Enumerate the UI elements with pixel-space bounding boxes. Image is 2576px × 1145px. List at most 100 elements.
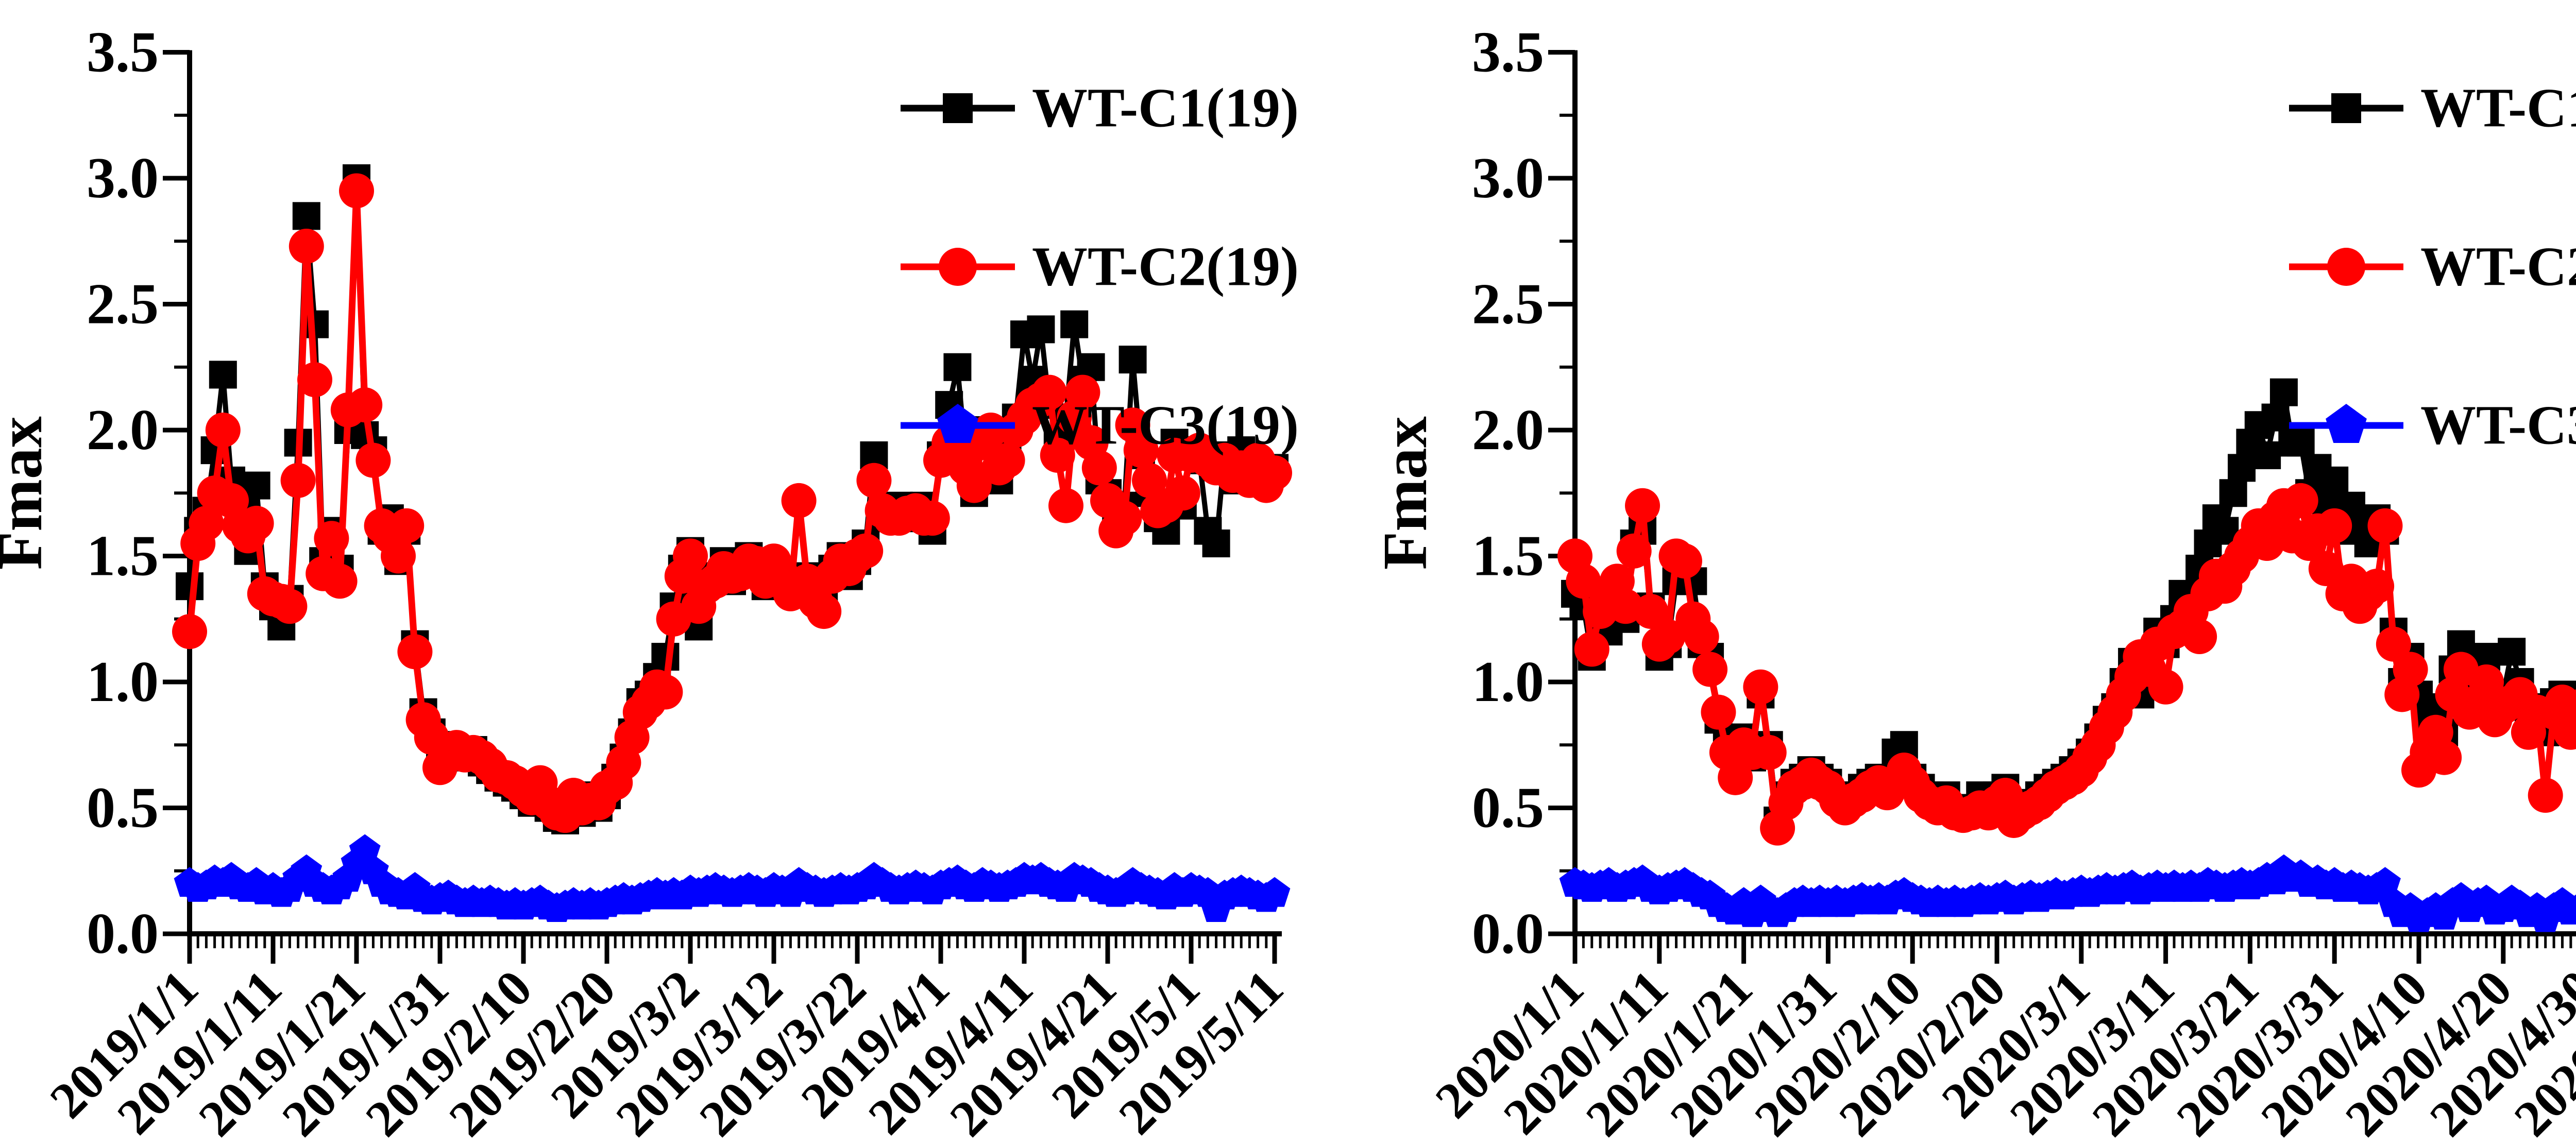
data-point-marker [914,501,950,536]
data-point-marker [648,674,683,710]
data-point-marker [2393,652,2428,687]
data-point-marker [1123,433,1159,468]
data-point-marker [1650,619,1686,654]
legend-entry-wt-c3-20-: WT-C3(20) [2289,395,2576,456]
y-tick-label: 0.5 [1472,776,1544,840]
data-point-marker [1667,543,1702,579]
legend-marker-pentagon-icon [2326,404,2367,443]
data-point-marker [1202,529,1230,558]
data-point-marker [1132,463,1167,498]
y-axis-title: Fmax [1370,416,1440,570]
legend-entry-wt-c2-19-: WT-C2(19) [901,236,1299,298]
data-point-marker [1165,475,1200,511]
data-point-marker [189,505,224,541]
data-point-marker [289,229,324,264]
legend-entry-wt-c1-20-: WT-C1(20) [2289,78,2576,139]
data-point-marker [1616,533,1652,569]
data-point-marker [1060,310,1089,338]
data-point-marker [297,362,332,398]
data-point-marker [806,594,842,629]
data-point-marker [1118,346,1147,374]
data-point-marker [292,202,320,230]
data-point-marker [1040,437,1075,473]
data-point-marker [172,614,207,650]
data-point-marker [355,442,391,478]
data-point-marker [2376,626,2411,662]
data-point-marker [956,468,992,503]
y-tick-label: 2.5 [87,272,159,336]
data-point-marker [2359,569,2395,604]
y-tick-label: 3.0 [1472,146,1544,210]
data-point-marker [856,463,892,498]
data-point-marker [2320,466,2349,494]
data-point-marker [1684,619,1719,654]
data-point-marker [2562,702,2576,737]
data-point-marker [1027,315,1055,344]
data-point-marker [1574,631,1609,667]
data-point-marker [1107,501,1142,536]
data-point-marker [2572,898,2576,914]
data-point-marker [2317,508,2352,543]
data-point-marker [280,463,316,498]
data-point-marker [381,538,416,574]
series-wt-c3-19- [174,834,1291,922]
data-point-marker [2269,378,2298,406]
data-point-marker [2427,740,2462,775]
data-point-marker [2148,669,2183,705]
data-point-marker [1718,760,1753,795]
data-point-marker [2261,403,2290,432]
data-point-marker [1259,877,1291,907]
data-point-marker [2228,454,2256,482]
legend-label: WT-C3(19) [1032,395,1299,456]
data-point-marker [397,634,433,670]
data-point-marker [2253,441,2281,469]
legend-marker-square-icon [2331,93,2361,123]
data-point-marker [176,572,204,601]
data-point-marker [2498,638,2526,666]
data-point-marker [673,538,708,574]
data-point-marker [2182,619,2217,654]
data-point-marker [2367,508,2403,543]
data-point-marker [272,589,308,624]
panel-right-axes: 0.00.51.01.52.02.53.03.52020/1/12020/1/1… [1425,21,2576,1145]
data-point-marker [209,361,237,389]
data-point-marker [1751,734,1787,770]
legend-marker-circle-icon [939,248,977,286]
data-point-marker [1048,488,1083,523]
y-axis-title: Fmax [0,416,55,570]
data-point-marker [1081,450,1117,486]
series-wt-c2-20- [1557,483,2576,846]
legend-label: WT-C2(20) [2420,236,2576,298]
data-point-marker [2528,778,2563,813]
legend-label: WT-C1(20) [2420,78,2576,139]
data-point-marker [973,413,1009,448]
legend-entry-wt-c3-19-: WT-C3(19) [901,395,1299,456]
data-point-marker [205,413,241,448]
data-point-marker [848,533,884,569]
data-point-marker [943,353,972,381]
data-point-marker [1633,594,1669,629]
legend-label: WT-C2(19) [1032,236,1299,298]
panel-right: 0.00.51.01.52.02.53.03.52020/1/12020/1/1… [1370,21,2576,1145]
data-point-marker [2286,429,2315,457]
legend-left: WT-C1(19) WT-C2(19) WT-C3(19) [901,78,1299,456]
data-point-marker [1031,374,1067,410]
data-point-marker [2570,689,2576,715]
legend-entry-wt-c1-19-: WT-C1(19) [901,78,1299,139]
y-tick-label: 0.0 [1472,902,1544,966]
data-point-marker [1701,694,1736,730]
y-tick-label: 3.5 [87,21,159,84]
data-point-marker [1692,652,1728,687]
legend-label: WT-C3(20) [2420,395,2576,456]
data-point-marker [1625,488,1660,523]
y-tick-label: 3.0 [87,146,159,210]
data-point-marker [1065,374,1100,410]
data-point-marker [781,483,817,518]
data-point-marker [2283,483,2318,518]
y-tick-label: 1.0 [1472,650,1544,714]
y-tick-label: 2.5 [1472,272,1544,336]
y-tick-label: 1.5 [1472,524,1544,588]
y-tick-label: 1.0 [87,650,159,714]
